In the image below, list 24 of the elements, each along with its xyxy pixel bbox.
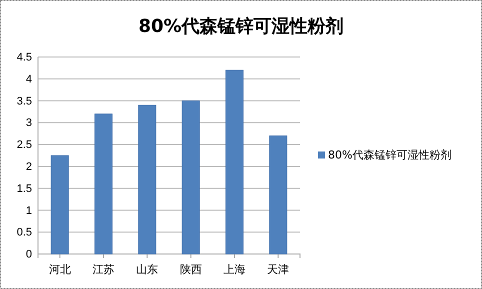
y-tick-label: 2.5 [16,139,32,152]
y-tick-label: 4.5 [16,52,32,64]
bar [138,104,156,254]
bar [269,136,288,254]
x-tick-label: 上海 [224,263,246,276]
bar [182,100,200,254]
bar [50,155,69,254]
x-tick-label: 天津 [267,263,290,276]
y-tick-label: 3 [26,117,32,130]
y-tick-label: 3.5 [16,95,32,108]
y-tick-label: 4 [26,73,32,86]
y-tick-label: 2 [26,160,32,173]
x-tick-label: 山东 [136,263,158,276]
chart-title: 80%代森锰锌可湿性粉剂 [138,16,344,37]
y-tick-label: 0.5 [16,226,32,239]
y-tick-label: 1.5 [16,182,32,195]
x-tick-label: 河北 [48,263,71,276]
legend-label: 80%代森锰锌可湿性粉剂 [328,148,452,162]
y-tick-label: 0 [26,248,32,261]
bar [226,70,244,254]
bar [94,114,112,254]
y-tick-label: 1 [26,204,32,217]
x-tick-label: 江苏 [92,263,114,276]
x-tick-label: 陕西 [180,264,202,276]
